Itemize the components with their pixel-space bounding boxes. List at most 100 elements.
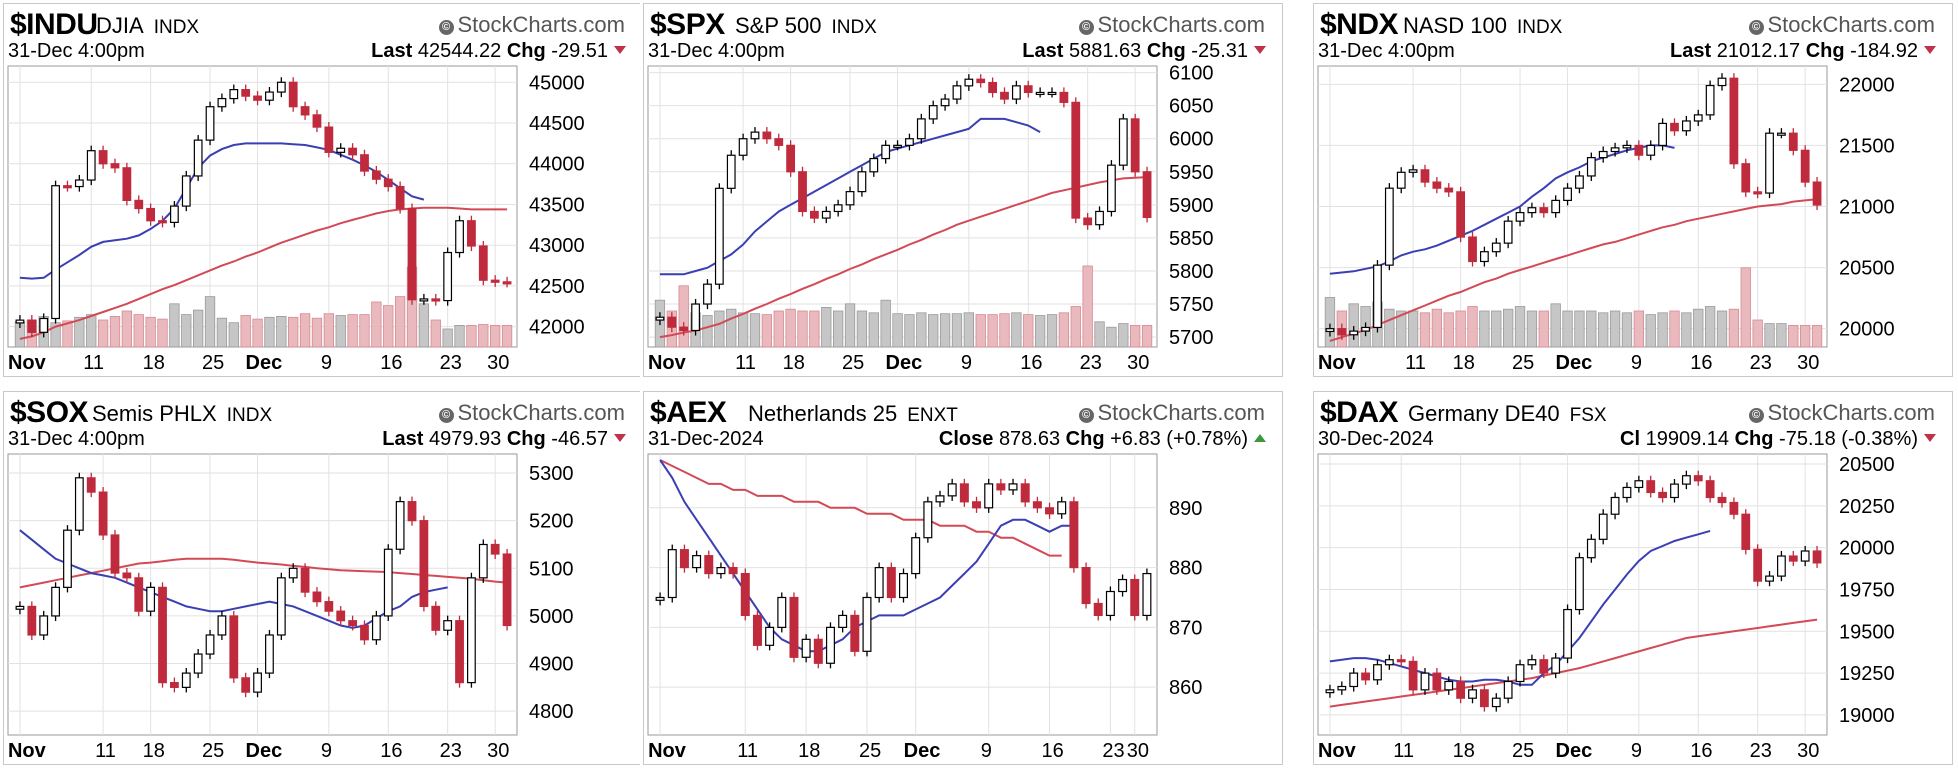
x-tick-label: 11 [95,740,116,762]
y-tick-label: 4900 [529,654,574,676]
price-chart[interactable]: 860 870 880 890 Nov 11 18 25 Dec 9 16 23 30 [640,388,1287,768]
candle [1563,183,1572,206]
x-tick-label: 16 [1690,352,1712,374]
ticker-symbol: $NDX [1320,8,1399,41]
volume-bar [74,316,85,348]
candle [1420,164,1430,188]
x-tick-label: 18 [143,352,165,374]
x-tick-label: 30 [1797,352,1819,374]
candle [1081,562,1091,609]
x-tick-label: 11 [735,352,756,374]
volume-bar [1574,310,1585,348]
price-chart[interactable]: 4800 4900 5000 5100 5200 5300 Nov 11 18 25 Dec 9 16 2… [0,388,647,768]
x-tick-label: Dec [246,352,283,374]
y-tick-label: 870 [1169,617,1202,639]
volume-bar [501,324,513,348]
y-tick-label: 43000 [529,235,585,257]
candle [1468,684,1477,704]
chart-panel-sox[interactable]: $SOX Semis PHLX INDX © StockCharts.com 31-Dec… [0,388,647,768]
candle [1491,693,1501,712]
volume-bar [702,315,713,348]
volume-bar [726,308,737,348]
candle [893,140,902,151]
x-tick-label: 16 [380,740,402,762]
candle [1479,246,1489,267]
price-chart[interactable]: 42000 42500 43000 43500 44000 44500 45000 Nov 11… [0,0,647,380]
candle [1563,604,1572,664]
last-label: Last [382,428,424,450]
x-tick-label: Nov [1318,352,1357,374]
chart-panel-ndx[interactable]: $NDX NASD 100 INDX © StockCharts.com 31-Dec 4… [1310,0,1957,380]
candle [74,472,84,536]
y-tick-label: 5750 [1169,294,1214,316]
volume-bar [809,310,820,348]
volume-bar [121,310,133,348]
candle [1396,167,1406,194]
volume-bar [169,303,180,348]
instrument-name: Semis PHLX INDX [92,401,272,427]
volume-bar [833,310,844,348]
price-chart[interactable]: 20000 20500 21000 21500 22000 Nov 11 18 25 Dec 9 16… [1310,0,1957,380]
volume-bar [145,316,156,348]
brand-watermark: © StockCharts.com [1078,12,1265,38]
candle [27,315,37,338]
quote-values: Cl 19909.14 Chg -75.18 (-0.38%) [1620,428,1936,451]
candle [1741,509,1751,555]
candle [15,315,25,328]
candle [1670,479,1679,503]
exchange-label: ENXT [907,405,958,426]
candle [51,180,60,324]
volume-bar [240,315,251,348]
candle [988,77,998,98]
candle [845,186,855,210]
candle [336,606,346,626]
volume-bar [288,316,299,348]
x-tick-label: 9 [981,740,992,762]
candle [158,215,167,228]
y-tick-label: 5800 [1169,261,1214,283]
price-chart[interactable]: 5700 5750 5800 5850 5900 5950 6000 6050 6100 Nov 1… [640,0,1287,380]
candle [1444,183,1454,197]
price-chart[interactable]: 19000 19250 19500 19750 20000 20250 20500 Nov 11… [1310,388,1957,768]
candle [1420,668,1430,695]
last-value: 4979.93 [428,428,502,450]
x-tick-label: 25 [1512,352,1534,374]
candle [288,563,298,583]
volume-bar [880,299,891,348]
volume-bar [1094,321,1105,348]
candle [348,143,358,160]
x-tick-label: 16 [1690,740,1712,762]
volume-bar [1130,324,1141,348]
candle [490,275,500,287]
y-tick-label: 20250 [1839,496,1895,518]
volume-bar [1609,310,1621,348]
candle [1575,552,1584,615]
chart-panel-aex[interactable]: $AEX Netherlands 25 ENXT © StockCharts.com 31… [640,388,1287,768]
change-label: Chg [1805,40,1845,62]
candle [134,572,144,617]
candle [15,601,25,615]
candle [1693,470,1703,486]
candle [1527,654,1537,670]
candle [253,668,262,698]
change-value: +6.83 (+0.78%) [1110,428,1248,450]
volume-bar [714,310,725,348]
volume-bar [1598,312,1609,348]
change-label: Chg [1734,428,1774,450]
chart-panel-spx[interactable]: $SPX S&P 500 INDX © StockCharts.com 31-Dec 4:… [640,0,1287,380]
quote-date: 31-Dec 4:00pm [8,428,145,450]
candle [947,478,957,501]
volume-bar [1764,323,1775,348]
candle [996,478,1006,495]
chart-panel-indu[interactable]: $INDU DJIA INDX © StockCharts.com 31-Dec 4:00… [0,0,647,380]
volume-bar [797,310,808,348]
volume-bar [1396,310,1407,348]
y-tick-label: 21000 [1839,197,1895,219]
volume-bar [1657,312,1668,348]
candle [122,162,132,206]
chart-panel-dax[interactable]: $DAX Germany DE40 FSX © StockCharts.com 30-De… [1310,388,1957,768]
candle [1515,207,1525,227]
instrument-label: Netherlands 25 [748,401,898,426]
candle [825,622,835,669]
y-tick-label: 44500 [529,113,585,135]
